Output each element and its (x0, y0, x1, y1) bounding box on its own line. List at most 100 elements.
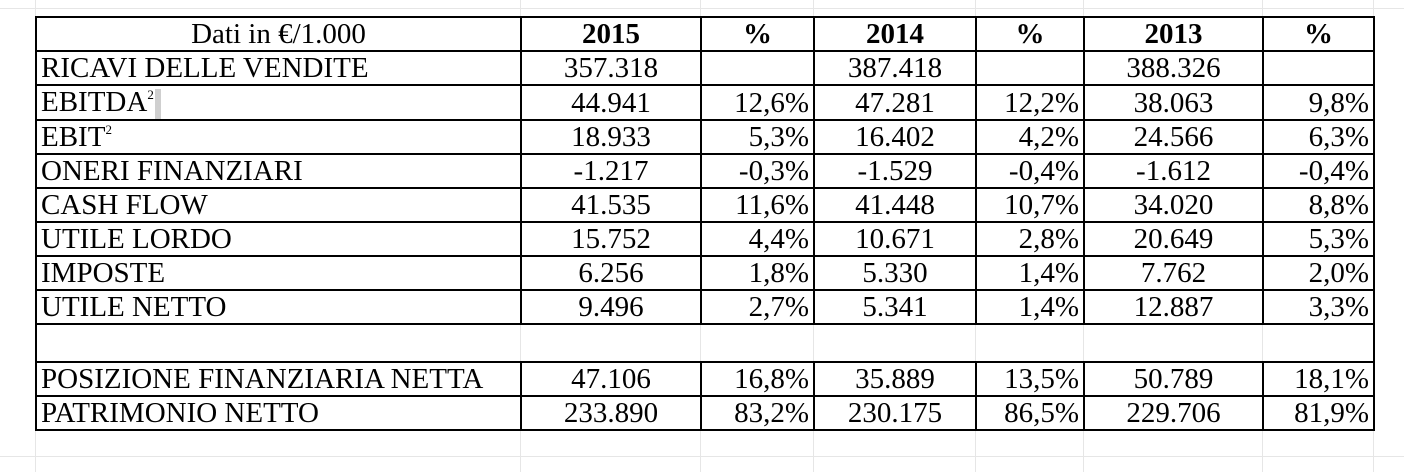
percent-cell[interactable]: 83,2% (700, 395, 815, 432)
percent-cell[interactable]: 13,5% (975, 361, 1085, 398)
table-row: POSIZIONE FINANZIARIA NETTA 47.106 16,8%… (35, 361, 1375, 398)
row-label-cell[interactable]: UTILE NETTO (35, 289, 522, 326)
row-label: CASH FLOW (41, 189, 208, 222)
table-row: RICAVI DELLE VENDITE 357.318 387.418 388… (35, 50, 1375, 86)
row-label: ONERI FINANZIARI (41, 155, 303, 188)
value-cell[interactable]: 7.762 (1083, 255, 1264, 292)
value-cell[interactable]: 47.106 (520, 361, 702, 398)
table-row: EBIT2 18.933 5,3% 16.402 4,2% 24.566 6,3… (35, 119, 1375, 156)
row-label: EBIT (41, 121, 106, 154)
value-cell[interactable]: 9.496 (520, 289, 702, 326)
value-cell[interactable]: 16.402 (813, 119, 977, 156)
pct-2013-header[interactable]: % (1262, 16, 1375, 52)
percent-cell[interactable]: -0,4% (975, 153, 1085, 190)
percent-cell[interactable]: 81,9% (1262, 395, 1375, 432)
percent-cell[interactable]: 1,4% (975, 255, 1085, 292)
sheet-gridline (0, 8, 1404, 9)
value-cell[interactable]: 20.649 (1083, 221, 1264, 258)
row-label-cell[interactable]: EBIT2 (35, 119, 522, 156)
row-label-cell[interactable]: EBITDA2 (35, 83, 522, 122)
percent-cell[interactable]: 4,2% (975, 119, 1085, 156)
row-label: UTILE NETTO (41, 291, 227, 324)
text-cursor (154, 89, 161, 119)
percent-cell[interactable]: 2,8% (975, 221, 1085, 258)
value-cell[interactable]: 18.933 (520, 119, 702, 156)
value-cell[interactable]: 41.535 (520, 187, 702, 224)
value-cell[interactable]: 44.941 (520, 83, 702, 122)
percent-cell[interactable]: -0,3% (700, 153, 815, 190)
spacer-row (35, 323, 1375, 364)
pct-2014-header[interactable]: % (975, 16, 1085, 52)
empty-cell[interactable] (35, 323, 1375, 364)
unit-label-cell[interactable]: Dati in €/1.000 (35, 16, 522, 52)
year-2013-header[interactable]: 2013 (1083, 16, 1264, 52)
row-label-cell[interactable]: RICAVI DELLE VENDITE (35, 50, 522, 86)
percent-cell[interactable]: 3,3% (1262, 289, 1375, 326)
value-cell[interactable]: 5.330 (813, 255, 977, 292)
percent-cell[interactable] (1262, 50, 1375, 86)
footnote-marker: 2 (105, 122, 112, 138)
value-cell[interactable]: 6.256 (520, 255, 702, 292)
row-label: RICAVI DELLE VENDITE (41, 52, 369, 84)
percent-cell[interactable]: 6,3% (1262, 119, 1375, 156)
percent-cell[interactable]: -0,4% (1262, 153, 1375, 190)
value-cell[interactable]: 233.890 (520, 395, 702, 432)
value-cell[interactable]: -1.529 (813, 153, 977, 190)
percent-cell[interactable]: 2,0% (1262, 255, 1375, 292)
header-row: Dati in €/1.000 2015 % 2014 % 2013 % (35, 16, 1375, 52)
value-cell[interactable]: 387.418 (813, 50, 977, 86)
pct-2015-header[interactable]: % (700, 16, 815, 52)
percent-cell[interactable]: 86,5% (975, 395, 1085, 432)
row-label-cell[interactable]: CASH FLOW (35, 187, 522, 224)
row-label-cell[interactable]: POSIZIONE FINANZIARIA NETTA (35, 361, 522, 398)
value-cell[interactable]: 38.063 (1083, 83, 1264, 122)
table-row: UTILE NETTO 9.496 2,7% 5.341 1,4% 12.887… (35, 289, 1375, 326)
row-label-cell[interactable]: PATRIMONIO NETTO (35, 395, 522, 432)
value-cell[interactable]: 41.448 (813, 187, 977, 224)
percent-cell[interactable] (975, 50, 1085, 86)
table-row: CASH FLOW 41.535 11,6% 41.448 10,7% 34.0… (35, 187, 1375, 224)
percent-cell[interactable]: 4,4% (700, 221, 815, 258)
value-cell[interactable]: 50.789 (1083, 361, 1264, 398)
percent-cell[interactable] (700, 50, 815, 86)
percent-cell[interactable]: 8,8% (1262, 187, 1375, 224)
value-cell[interactable]: 34.020 (1083, 187, 1264, 224)
percent-cell[interactable]: 2,7% (700, 289, 815, 326)
year-2014-header[interactable]: 2014 (813, 16, 977, 52)
percent-cell[interactable]: 9,8% (1262, 83, 1375, 122)
value-cell[interactable]: -1.612 (1083, 153, 1264, 190)
value-cell[interactable]: -1.217 (520, 153, 702, 190)
percent-cell[interactable]: 1,8% (700, 255, 815, 292)
value-cell[interactable]: 24.566 (1083, 119, 1264, 156)
row-label-cell[interactable]: IMPOSTE (35, 255, 522, 292)
percent-cell[interactable]: 12,6% (700, 83, 815, 122)
row-label-cell[interactable]: ONERI FINANZIARI (35, 153, 522, 190)
percent-cell[interactable]: 10,7% (975, 187, 1085, 224)
table-row: IMPOSTE 6.256 1,8% 5.330 1,4% 7.762 2,0% (35, 255, 1375, 292)
table-row: UTILE LORDO 15.752 4,4% 10.671 2,8% 20.6… (35, 221, 1375, 258)
year-2015-header[interactable]: 2015 (520, 16, 702, 52)
percent-cell[interactable]: 11,6% (700, 187, 815, 224)
table-row: ONERI FINANZIARI -1.217 -0,3% -1.529 -0,… (35, 153, 1375, 190)
value-cell[interactable]: 388.326 (1083, 50, 1264, 86)
row-label-cell[interactable]: UTILE LORDO (35, 221, 522, 258)
percent-cell[interactable]: 16,8% (700, 361, 815, 398)
value-cell[interactable]: 229.706 (1083, 395, 1264, 432)
value-cell[interactable]: 15.752 (520, 221, 702, 258)
financial-summary-table: Dati in €/1.000 2015 % 2014 % 2013 % RIC… (35, 16, 1375, 432)
row-label: EBITDA (41, 86, 148, 118)
value-cell[interactable]: 47.281 (813, 83, 977, 122)
value-cell[interactable]: 35.889 (813, 361, 977, 398)
value-cell[interactable]: 5.341 (813, 289, 977, 326)
percent-cell[interactable]: 12,2% (975, 83, 1085, 122)
percent-cell[interactable]: 5,3% (1262, 221, 1375, 258)
value-cell[interactable]: 230.175 (813, 395, 977, 432)
value-cell[interactable]: 10.671 (813, 221, 977, 258)
value-cell[interactable]: 12.887 (1083, 289, 1264, 326)
percent-cell[interactable]: 1,4% (975, 289, 1085, 326)
value-cell[interactable]: 357.318 (520, 50, 702, 86)
row-label: UTILE LORDO (41, 223, 232, 256)
percent-cell[interactable]: 18,1% (1262, 361, 1375, 398)
percent-cell[interactable]: 5,3% (700, 119, 815, 156)
sheet-gridline (0, 456, 1404, 457)
